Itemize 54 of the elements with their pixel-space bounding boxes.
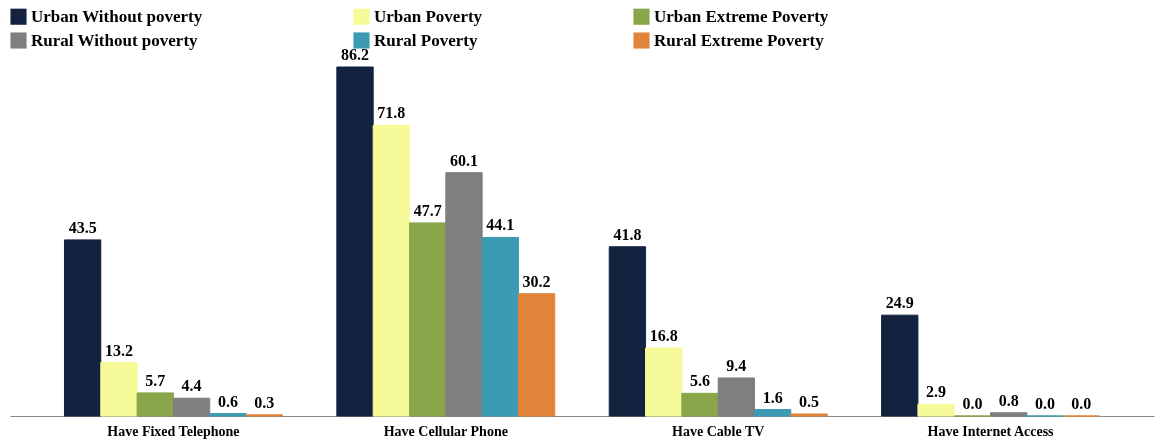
data-label: 0.0 [1035, 395, 1056, 412]
bar [372, 124, 410, 417]
data-label: 71.8 [377, 104, 406, 122]
bar [481, 236, 519, 417]
legend-label: Urban Without poverty [31, 6, 203, 26]
bar [445, 172, 483, 417]
data-label: 0.6 [217, 392, 238, 410]
data-label: 0.0 [1071, 395, 1092, 412]
data-label: 60.1 [449, 151, 478, 169]
legend-label: Rural Without poverty [31, 30, 199, 50]
bar [100, 362, 138, 417]
legend-label: Rural Poverty [374, 30, 478, 50]
bar [717, 377, 756, 417]
legend-label: Urban Poverty [374, 6, 483, 26]
data-label: 0.8 [998, 391, 1019, 409]
data-label: 16.8 [649, 326, 678, 344]
legend-label: Urban Extreme Poverty [654, 6, 829, 26]
data-label: 0.0 [962, 395, 983, 412]
data-label: 5.7 [145, 371, 166, 389]
data-label: 13.2 [104, 341, 133, 359]
data-label: 2.9 [926, 383, 947, 401]
data-label: 41.8 [613, 225, 642, 243]
bar [63, 239, 102, 417]
data-label: 0.3 [254, 393, 275, 411]
data-label: 43.5 [68, 218, 97, 236]
data-label: 30.2 [522, 272, 551, 290]
x-tick-label: Have Cellular Phone [383, 423, 508, 439]
bar [990, 412, 1028, 417]
data-label: 47.7 [413, 201, 442, 219]
bar [681, 392, 719, 417]
legend-label: Rural Extreme Poverty [654, 30, 825, 50]
bar [136, 392, 174, 417]
bar [754, 409, 792, 417]
data-label: 44.1 [486, 216, 515, 234]
data-label: 9.4 [726, 356, 747, 374]
bar [209, 413, 247, 417]
x-tick-label: Have Cable TV [672, 423, 765, 439]
bar [517, 293, 556, 417]
data-label: 4.4 [181, 377, 202, 395]
bar [172, 397, 211, 417]
bar [336, 66, 374, 417]
bar [790, 413, 828, 417]
bar [408, 222, 447, 417]
data-label: 1.6 [762, 388, 783, 406]
bar [881, 314, 919, 417]
data-label: 24.9 [885, 294, 914, 312]
data-label: 0.5 [798, 392, 819, 410]
data-label: 5.6 [690, 372, 711, 390]
bar [608, 246, 647, 417]
x-tick-label: Have Internet Access [927, 423, 1055, 439]
data-label: 86.2 [341, 46, 370, 63]
bar [645, 347, 683, 417]
x-tick-label: Have Fixed Telephone [107, 423, 240, 439]
bar [917, 403, 955, 417]
